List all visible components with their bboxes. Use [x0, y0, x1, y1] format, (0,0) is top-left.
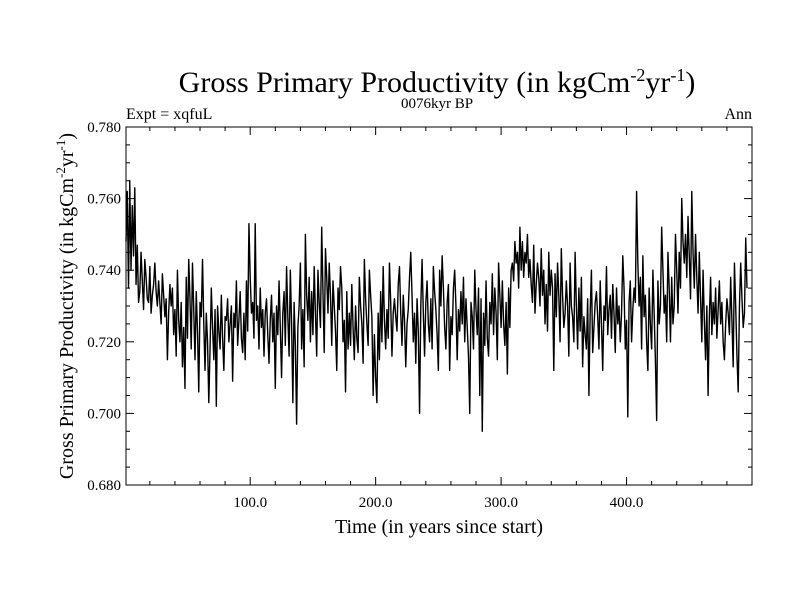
- chart-title: Gross Primary Productivity (in kgCm-2yr-…: [179, 65, 696, 99]
- experiment-label: Expt = xqfuL: [126, 106, 212, 123]
- axis-ticks: [126, 126, 752, 486]
- x-tick-label: 400.0: [610, 495, 644, 511]
- x-tick-label: 100.0: [233, 495, 267, 511]
- x-tick-label: 300.0: [484, 495, 518, 511]
- y-tick-label: 0.760: [87, 192, 121, 208]
- chart-subtitle: 0076kyr BP: [401, 96, 473, 112]
- y-tick-label: 0.680: [87, 478, 121, 494]
- season-label: Ann: [724, 106, 752, 123]
- y-tick-label: 0.780: [87, 120, 121, 136]
- axis-tick-labels: 100.0 200.0 300.0 400.0 0.680 0.700 0.720 0.740…: [87, 120, 643, 511]
- x-axis-label: Time (in years since start): [335, 516, 543, 538]
- series-line-annual-gpp: [125, 180, 748, 432]
- y-tick-label: 0.700: [87, 406, 121, 422]
- y-tick-label: 0.720: [87, 335, 121, 351]
- x-tick-label: 200.0: [359, 495, 393, 511]
- y-tick-label: 0.740: [87, 263, 121, 279]
- y-axis-label: Gross Primary Productivity (in kgCm-2yr-…: [53, 133, 78, 479]
